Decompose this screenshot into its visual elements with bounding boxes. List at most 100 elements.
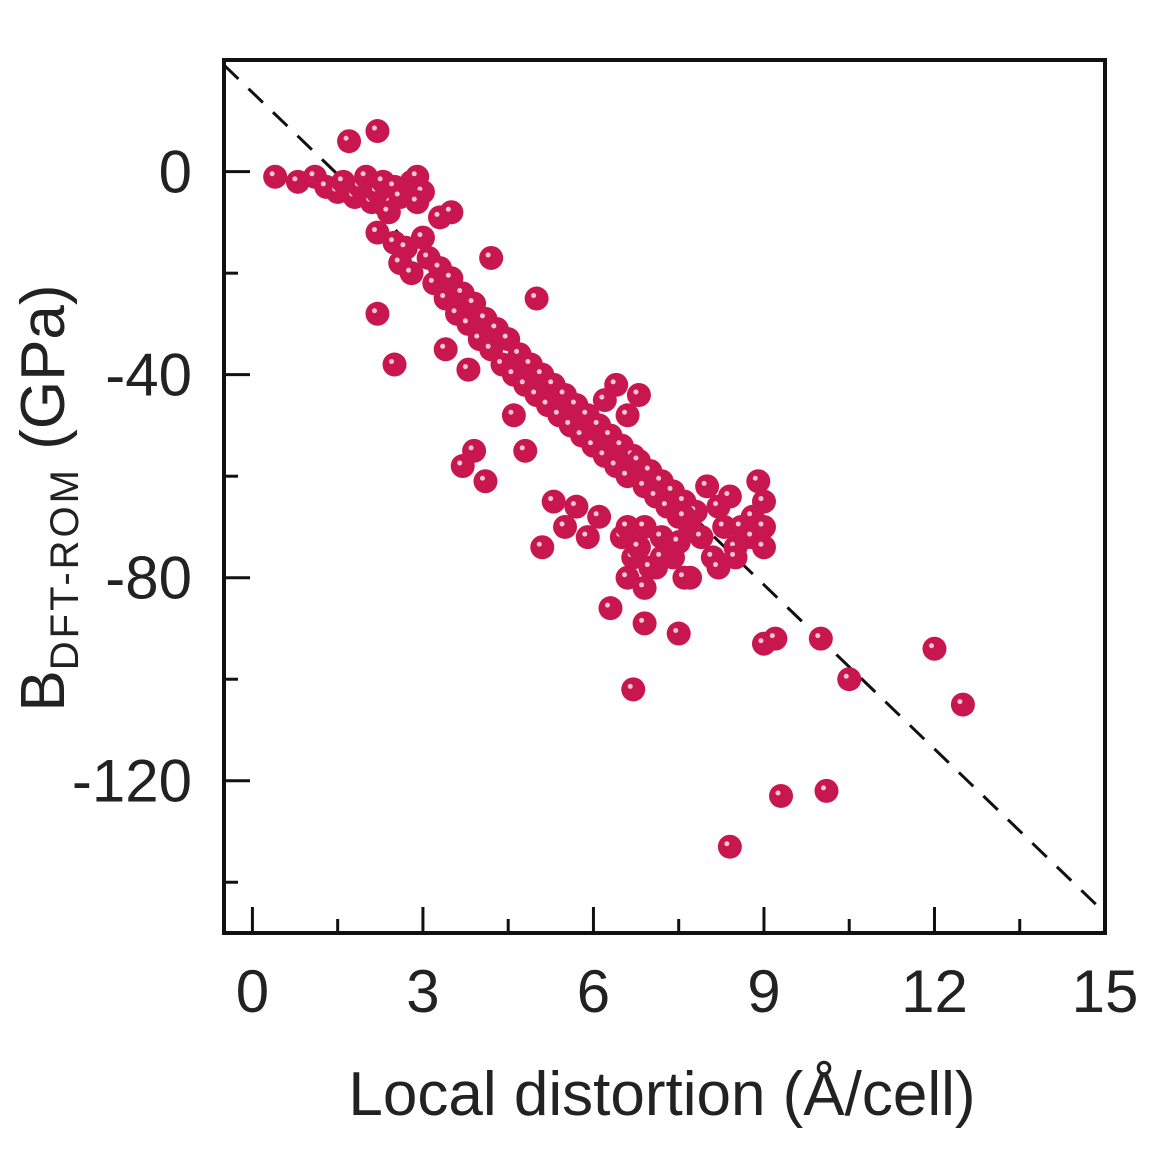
- x-tick-labels: 0 3 6 9 12 15: [236, 958, 1139, 1025]
- data-point: [263, 164, 288, 189]
- data-point: [337, 129, 362, 154]
- data-point-highlight: [383, 206, 389, 212]
- data-point: [439, 200, 464, 225]
- data-point: [382, 352, 407, 377]
- data-point-highlight: [599, 394, 605, 400]
- data-point: [462, 438, 487, 463]
- data-point-highlight: [605, 602, 611, 608]
- x-tick-label: 3: [406, 958, 439, 1025]
- data-point-highlight: [769, 633, 775, 639]
- y-axis-label-unit: (GPa): [9, 284, 78, 467]
- data-point-highlight: [718, 521, 724, 527]
- data-point-highlight: [536, 541, 542, 547]
- data-point-highlight: [559, 521, 565, 527]
- data-point-highlight: [389, 237, 395, 243]
- data-point-highlight: [519, 379, 525, 385]
- data-point: [717, 484, 742, 509]
- data-point-highlight: [570, 501, 576, 507]
- data-point-highlight: [735, 521, 741, 527]
- data-point-highlight: [360, 171, 366, 177]
- data-point-highlight: [491, 323, 497, 329]
- data-point-highlight: [633, 389, 639, 395]
- data-point-highlight: [519, 445, 525, 451]
- data-point-highlight: [536, 369, 542, 375]
- data-point: [530, 535, 555, 560]
- data-point: [473, 469, 498, 494]
- data-point-highlight: [678, 572, 684, 578]
- data-point-highlight: [394, 191, 400, 197]
- data-point: [763, 626, 788, 651]
- data-point-highlight: [440, 343, 446, 349]
- data-point-highlight: [406, 267, 412, 273]
- data-point-highlight: [320, 181, 326, 187]
- data-point: [666, 621, 691, 646]
- data-point: [695, 474, 720, 499]
- data-point-highlight: [559, 389, 565, 395]
- data-point: [672, 504, 697, 529]
- data-point-highlight: [468, 445, 474, 451]
- data-point-highlight: [610, 460, 616, 466]
- data-point-highlight: [673, 536, 679, 542]
- y-tick-label: -120: [72, 748, 192, 815]
- data-point-highlight: [758, 521, 764, 527]
- data-point-highlight: [479, 313, 485, 319]
- data-point-highlight: [377, 176, 383, 182]
- data-point-highlight: [400, 242, 406, 248]
- x-tick-label: 6: [577, 958, 610, 1025]
- data-point-highlight: [371, 125, 377, 131]
- data-point-highlight: [485, 252, 491, 258]
- data-point-highlight: [570, 399, 576, 405]
- data-point: [814, 778, 839, 803]
- data-point-highlight: [445, 206, 451, 212]
- data-point: [365, 119, 390, 144]
- data-point-highlight: [599, 450, 605, 456]
- x-tick-label: 9: [747, 958, 780, 1025]
- data-point-highlight: [394, 257, 400, 263]
- data-point-highlight: [627, 683, 633, 689]
- data-point-highlight: [815, 633, 821, 639]
- data-point-highlight: [292, 176, 298, 182]
- data-point-highlight: [639, 617, 645, 623]
- data-point-highlight: [957, 699, 963, 705]
- data-point-highlight: [508, 409, 514, 415]
- x-axis-label: Local distortion (Å/cell): [348, 1060, 975, 1129]
- data-point-highlight: [582, 409, 588, 415]
- data-point: [524, 286, 549, 311]
- data-point-highlight: [712, 501, 718, 507]
- data-point-highlight: [309, 171, 315, 177]
- data-point-highlight: [423, 252, 429, 258]
- data-point-highlight: [758, 541, 764, 547]
- data-point-highlight: [548, 379, 554, 385]
- data-point-highlight: [451, 308, 457, 314]
- data-point-highlight: [371, 227, 377, 233]
- data-point-highlight: [747, 511, 753, 517]
- data-point-highlight: [553, 409, 559, 415]
- data-point: [632, 611, 657, 636]
- data-point-highlight: [457, 287, 463, 293]
- data-point: [626, 382, 651, 407]
- data-point-highlight: [644, 465, 650, 471]
- data-point-highlight: [622, 572, 628, 578]
- data-point-highlight: [820, 785, 826, 791]
- data-point-highlight: [337, 176, 343, 182]
- data-point: [950, 692, 975, 717]
- data-points: [263, 119, 975, 859]
- data-point: [837, 667, 862, 692]
- data-point-highlight: [462, 318, 468, 324]
- data-point-highlight: [343, 135, 349, 141]
- data-point-highlight: [440, 293, 446, 299]
- data-point-highlight: [667, 485, 673, 491]
- data-point: [649, 525, 674, 550]
- data-point-highlight: [485, 343, 491, 349]
- data-point: [513, 438, 538, 463]
- data-point: [479, 245, 504, 270]
- y-tick-label: 0: [159, 139, 192, 206]
- data-point-highlight: [633, 541, 639, 547]
- data-point-highlight: [622, 470, 628, 476]
- data-point-highlight: [605, 430, 611, 436]
- data-point-highlight: [582, 531, 588, 537]
- data-point: [410, 225, 435, 250]
- data-point-highlight: [678, 511, 684, 517]
- data-point-highlight: [576, 430, 582, 436]
